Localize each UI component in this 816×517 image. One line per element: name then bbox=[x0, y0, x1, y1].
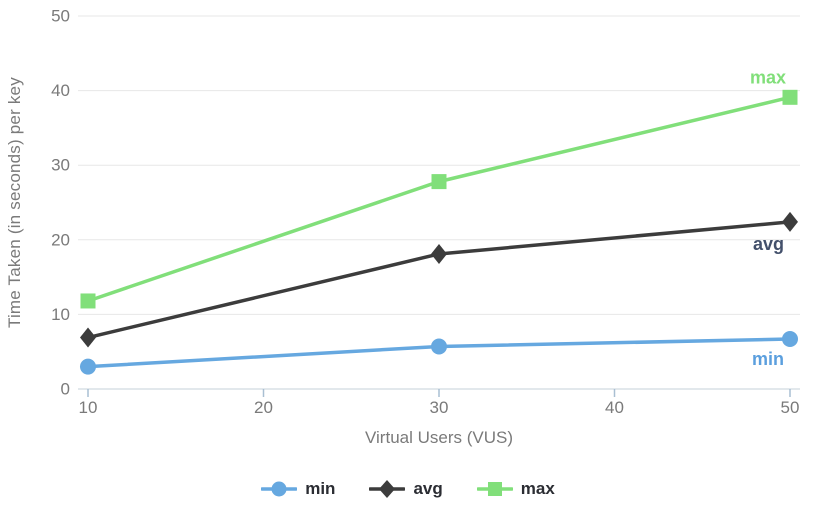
legend-item-min[interactable]: min bbox=[261, 479, 335, 499]
x-tick-label: 50 bbox=[781, 398, 800, 417]
legend-marker-diamond-icon bbox=[369, 480, 406, 498]
x-tick-label: 20 bbox=[254, 398, 273, 417]
series-end-label-avg: avg bbox=[753, 234, 784, 254]
data-point-min bbox=[80, 358, 96, 375]
legend-label-avg: avg bbox=[413, 479, 443, 498]
y-tick-label: 0 bbox=[61, 380, 70, 399]
y-axis-title: Time Taken (in seconds) per key bbox=[5, 77, 24, 328]
data-point-max bbox=[782, 89, 798, 105]
y-tick-label: 20 bbox=[51, 230, 70, 249]
legend-label-min: min bbox=[305, 479, 336, 498]
series-line-max bbox=[86, 95, 792, 303]
y-tick-label: 40 bbox=[51, 81, 70, 100]
legend-marker-square-icon bbox=[476, 482, 513, 496]
legend-label-max: max bbox=[520, 479, 555, 498]
data-point-max bbox=[80, 293, 96, 309]
series-line-avg bbox=[86, 220, 792, 340]
data-point-avg bbox=[80, 327, 96, 348]
data-point-avg bbox=[782, 211, 798, 232]
legend-marker-circle-icon bbox=[261, 481, 298, 497]
legend: min avg max bbox=[0, 479, 816, 499]
series-end-label-max: max bbox=[750, 67, 786, 87]
data-point-avg bbox=[431, 243, 447, 264]
x-tick-label: 10 bbox=[79, 398, 98, 417]
data-point-min bbox=[782, 331, 798, 348]
x-axis-title: Virtual Users (VUS) bbox=[365, 428, 513, 447]
x-tick-label: 40 bbox=[605, 398, 624, 417]
data-point-min bbox=[431, 338, 447, 355]
y-tick-label: 30 bbox=[51, 156, 70, 175]
legend-item-avg[interactable]: avg bbox=[369, 479, 443, 499]
x-tick-label: 30 bbox=[430, 398, 449, 417]
data-point-max bbox=[431, 174, 447, 190]
series-end-label-min: min bbox=[752, 349, 784, 369]
y-tick-label: 50 bbox=[51, 7, 70, 26]
y-tick-label: 10 bbox=[51, 305, 70, 324]
legend-item-max[interactable]: max bbox=[476, 479, 555, 499]
